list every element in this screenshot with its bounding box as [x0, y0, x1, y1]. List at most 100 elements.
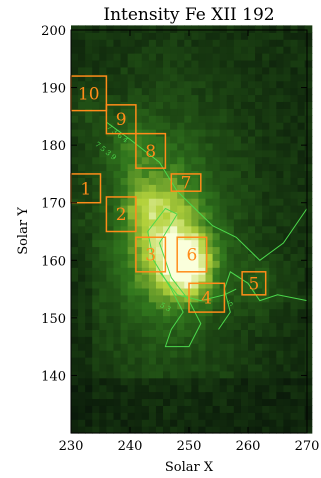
heatmap-cell — [78, 260, 86, 268]
heatmap-cell — [255, 122, 263, 130]
heatmap-cell — [248, 336, 256, 344]
heatmap-cell — [120, 370, 129, 379]
heatmap-cell — [85, 363, 93, 372]
heatmap-cell — [127, 391, 136, 400]
heatmap-cell — [240, 308, 249, 317]
heatmap-cell — [99, 39, 107, 47]
heatmap-cell — [170, 59, 178, 68]
region-9: 9 — [105, 104, 137, 135]
heatmap-cell — [269, 398, 277, 406]
heatmap-cell — [85, 191, 93, 199]
heatmap-cell — [177, 287, 185, 296]
heatmap-cell — [255, 177, 263, 185]
heatmap-cell — [205, 384, 214, 393]
heatmap-cell — [290, 343, 299, 351]
heatmap-cell — [205, 363, 214, 372]
heatmap-cell — [283, 149, 292, 158]
heatmap-cell — [198, 80, 207, 89]
heatmap-cell — [205, 184, 214, 192]
heatmap-cell — [248, 39, 256, 47]
heatmap-cell — [262, 177, 270, 185]
heatmap-cell — [290, 363, 299, 372]
heatmap-cell — [269, 101, 277, 109]
heatmap-cell — [233, 205, 242, 213]
heatmap-cell — [134, 163, 143, 172]
heatmap-cell — [148, 239, 157, 248]
heatmap-cell — [205, 87, 214, 96]
heatmap-cell — [269, 177, 277, 185]
heatmap-cell — [262, 308, 270, 317]
heatmap-cell — [219, 53, 228, 61]
heatmap-cell — [127, 184, 136, 192]
heatmap-cell — [262, 115, 270, 123]
heatmap-cell — [255, 163, 263, 172]
heatmap-cell — [170, 53, 178, 61]
heatmap-cell — [304, 53, 313, 61]
heatmap-cell — [283, 384, 292, 393]
heatmap-cell — [290, 156, 299, 165]
heatmap-cell — [248, 370, 256, 379]
heatmap-cell — [134, 370, 143, 379]
heatmap-cell — [226, 225, 235, 234]
heatmap-cell — [205, 156, 214, 165]
heatmap-cell — [304, 336, 313, 344]
heatmap-cell — [283, 239, 292, 248]
heatmap-cell — [99, 108, 107, 116]
heatmap-cell — [297, 336, 306, 344]
heatmap-cell — [290, 184, 299, 192]
heatmap-cell — [92, 343, 100, 351]
heatmap-cell — [255, 198, 263, 206]
heatmap-cell — [262, 163, 270, 172]
heatmap-cell — [184, 239, 192, 248]
heatmap-cell — [170, 377, 178, 386]
heatmap-cell — [92, 274, 100, 282]
heatmap-cell — [71, 260, 79, 268]
heatmap-cell — [184, 191, 192, 199]
heatmap-cell — [240, 377, 249, 386]
heatmap-cell — [219, 239, 228, 248]
heatmap-cell — [92, 87, 100, 96]
heatmap-cell — [205, 357, 214, 365]
heatmap-cell — [290, 267, 299, 275]
heatmap-cell — [219, 32, 228, 40]
heatmap-cell — [283, 281, 292, 289]
heatmap-cell — [170, 301, 178, 310]
heatmap-cell — [240, 412, 249, 420]
heatmap-cell — [163, 377, 171, 386]
heatmap-cell — [163, 281, 171, 289]
heatmap-cell — [191, 287, 200, 296]
heatmap-cell — [177, 101, 185, 109]
heatmap-cell — [99, 198, 107, 206]
heatmap-cell — [240, 260, 249, 268]
heatmap-cell — [262, 260, 270, 268]
heatmap-cell — [262, 184, 270, 192]
heatmap-cell — [212, 336, 221, 344]
heatmap-cell — [212, 412, 221, 420]
heatmap-cell — [205, 73, 214, 82]
heatmap-cell — [226, 391, 235, 400]
heatmap-cell — [106, 149, 115, 158]
heatmap-cell — [148, 246, 157, 254]
heatmap-cell — [113, 260, 122, 268]
heatmap-cell — [276, 53, 284, 61]
heatmap-cell — [233, 370, 242, 379]
heatmap-cell — [71, 122, 79, 130]
heatmap-cell — [290, 398, 299, 406]
heatmap-cell — [255, 73, 263, 82]
heatmap-cell — [219, 163, 228, 172]
heatmap-cell — [233, 184, 242, 192]
heatmap-cell — [290, 73, 299, 82]
heatmap-cell — [99, 384, 107, 393]
heatmap-cell — [283, 73, 292, 82]
heatmap-cell — [71, 108, 79, 116]
heatmap-cell — [92, 232, 100, 241]
heatmap-cell — [226, 142, 235, 151]
heatmap-cell — [71, 294, 79, 303]
heatmap-cell — [283, 115, 292, 123]
heatmap-cell — [120, 426, 129, 434]
heatmap-cell — [191, 336, 200, 344]
heatmap-cell — [255, 350, 263, 358]
heatmap-cell — [212, 129, 221, 137]
heatmap-cell — [233, 287, 242, 296]
heatmap-cell — [127, 122, 136, 130]
